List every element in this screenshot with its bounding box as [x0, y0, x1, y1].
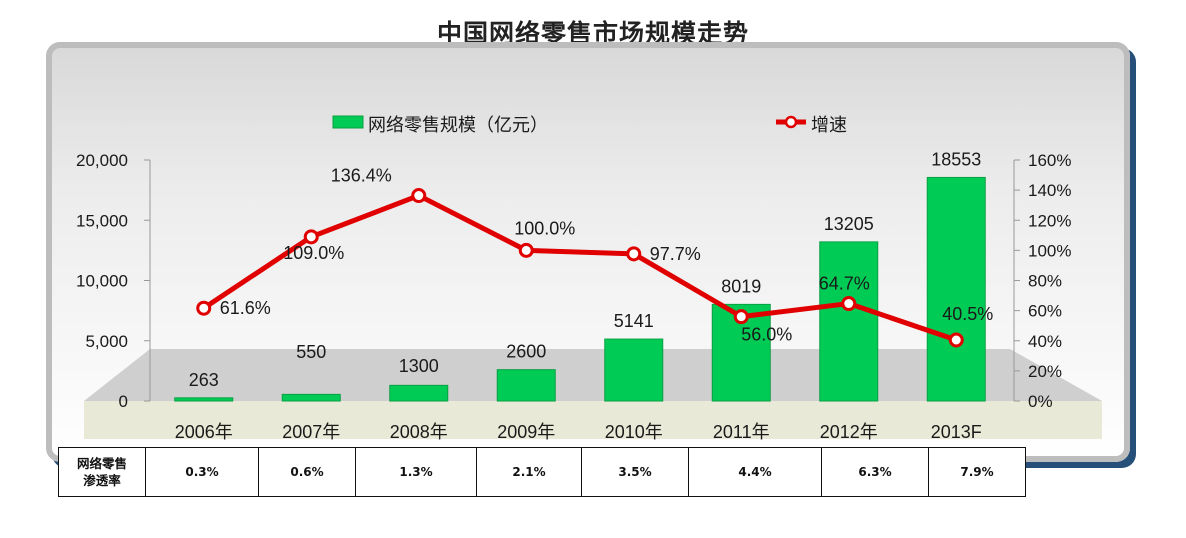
- legend-line-label: 增速: [811, 115, 847, 135]
- bar-series: [174, 176, 986, 402]
- bar-data-label: 5141: [614, 311, 654, 331]
- y-right-tick-label: 160%: [1028, 151, 1071, 170]
- growth-marker: [841, 296, 857, 312]
- y-left-tick-label: 20,000: [76, 151, 128, 170]
- line-data-label: 97.7%: [650, 244, 701, 264]
- y-left-tick-label: 0: [119, 392, 128, 411]
- growth-line: [202, 193, 958, 343]
- penetration-cell: 0.6%: [258, 447, 356, 497]
- x-tick-label: 2011年: [713, 422, 770, 442]
- y-right-tick-label: 140%: [1028, 181, 1071, 200]
- y-right-tick-label: 100%: [1028, 241, 1071, 260]
- line-data-label: 100.0%: [514, 218, 575, 238]
- y-left-tick-label: 5,000: [85, 332, 128, 351]
- x-tick-label: 2010年: [605, 422, 663, 442]
- x-tick-label: 2012年: [820, 422, 878, 442]
- penetration-header-line1: 网络零售: [76, 456, 127, 471]
- x-tick-label: 2013F: [931, 422, 982, 442]
- penetration-cell: 7.9%: [928, 447, 1026, 497]
- growth-marker: [303, 229, 319, 245]
- penetration-table: 网络零售 渗透率 0.3% 0.6% 1.3% 2.1% 3.5% 4.4% 6.3% 7.9…: [58, 447, 1026, 497]
- y-right-tick-label: 120%: [1028, 211, 1071, 230]
- bar-data-label: 8019: [721, 276, 761, 296]
- y-right-tick-label: 0%: [1028, 392, 1053, 411]
- penetration-cell: 2.1%: [476, 447, 582, 497]
- legend-line-marker: [784, 115, 798, 129]
- penetration-cell: 0.3%: [145, 447, 259, 497]
- line-data-label: 109.0%: [283, 243, 344, 263]
- bar: [389, 384, 449, 402]
- y-right-tick-label: 40%: [1028, 332, 1062, 351]
- bar: [604, 338, 664, 402]
- bar-data-label: 1300: [399, 356, 439, 376]
- line-series: [196, 188, 964, 348]
- penetration-header: 网络零售 渗透率: [58, 447, 146, 497]
- bar-data-label: 2600: [506, 342, 546, 362]
- chart-legend: 网络零售规模（亿元） 增速: [332, 115, 847, 135]
- x-tick-label: 2007年: [282, 422, 340, 442]
- bar-data-label: 550: [296, 342, 326, 362]
- line-data-label: 61.6%: [220, 298, 271, 318]
- penetration-row: 网络零售 渗透率 0.3% 0.6% 1.3% 2.1% 3.5% 4.4% 6.3% 7.9…: [58, 447, 1026, 497]
- y-right-tick-label: 20%: [1028, 362, 1062, 381]
- x-tick-label: 2006年: [175, 422, 233, 442]
- growth-marker: [733, 309, 749, 325]
- floor-front: [84, 401, 1102, 439]
- bar-data-label: 18553: [931, 149, 981, 169]
- bar: [496, 369, 556, 402]
- penetration-cell: 4.4%: [688, 447, 822, 497]
- bar-data-label: 263: [189, 370, 219, 390]
- penetration-cell: 3.5%: [581, 447, 689, 497]
- y-right-tick-label: 80%: [1028, 272, 1062, 291]
- growth-marker: [196, 300, 212, 316]
- penetration-header-line2: 渗透率: [83, 473, 121, 488]
- penetration-cell: 1.3%: [355, 447, 477, 497]
- bar: [926, 176, 986, 402]
- y-left-tick-label: 10,000: [76, 272, 128, 291]
- y-left-tick-label: 15,000: [76, 211, 128, 230]
- penetration-cell: 6.3%: [821, 447, 929, 497]
- legend-bar-swatch: [332, 115, 364, 129]
- line-data-label: 40.5%: [942, 304, 993, 324]
- bar: [174, 397, 234, 402]
- line-data-label: 64.7%: [819, 274, 870, 294]
- legend-bar-label: 网络零售规模（亿元）: [368, 115, 548, 135]
- line-data-label: 136.4%: [331, 166, 392, 186]
- chart-axes: 0 5,000 10,000 15,000 20,000 0% 20% 40% 60% 80% 10…: [76, 151, 1071, 442]
- bar: [281, 393, 341, 402]
- bar: [819, 241, 879, 402]
- growth-marker: [948, 332, 964, 348]
- growth-marker: [626, 246, 642, 262]
- growth-marker: [518, 242, 534, 258]
- x-tick-label: 2009年: [497, 422, 555, 442]
- x-tick-label: 2008年: [390, 422, 448, 442]
- y-right-tick-label: 60%: [1028, 302, 1062, 321]
- line-data-label: 56.0%: [741, 325, 792, 345]
- bar-data-label: 13205: [824, 214, 874, 234]
- data-labels: 263 550 1300 2600 5141 8019 13205 18553 61.6% 109…: [189, 149, 994, 389]
- growth-marker: [411, 188, 427, 204]
